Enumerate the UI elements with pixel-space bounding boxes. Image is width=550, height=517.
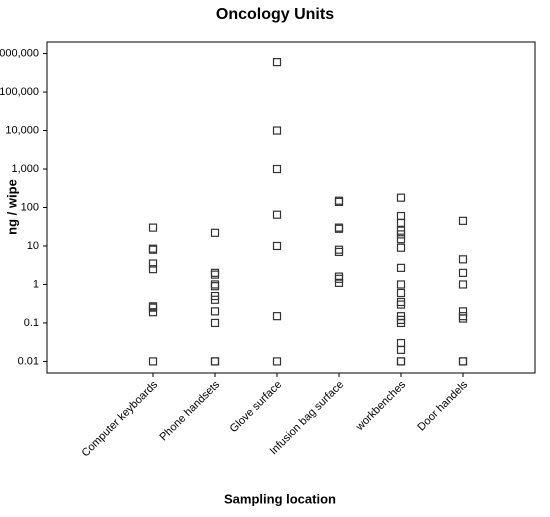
point [396, 300, 406, 309]
point [396, 230, 406, 239]
point [396, 318, 406, 328]
point [210, 268, 220, 277]
point [210, 228, 220, 237]
point [458, 314, 468, 323]
point [396, 263, 406, 272]
point [396, 288, 406, 298]
point [396, 193, 406, 202]
point [458, 268, 468, 277]
point [272, 58, 282, 67]
y-tick-label: 10 [27, 240, 39, 252]
point [210, 280, 220, 289]
point [458, 357, 468, 366]
point [148, 308, 158, 317]
point [210, 295, 220, 304]
y-tick-label: 100 [21, 201, 39, 213]
y-tick-label: 0.01 [18, 355, 39, 367]
y-tick-label: 1,000 [11, 163, 39, 175]
point [334, 278, 344, 287]
point [334, 247, 344, 257]
point [396, 357, 406, 366]
point [396, 280, 406, 289]
point [396, 211, 406, 221]
point [210, 307, 220, 316]
point [396, 357, 406, 366]
point [396, 297, 406, 307]
point [396, 345, 406, 354]
point [148, 223, 158, 232]
point [272, 312, 282, 321]
point [272, 164, 282, 174]
point [396, 338, 406, 348]
point [396, 218, 406, 227]
plot-frame [46, 41, 536, 374]
point [148, 265, 158, 274]
point [272, 126, 282, 135]
y-tick-label: 1 [33, 278, 39, 290]
y-tick-label: 100,000 [0, 86, 39, 98]
x-tick-label: Door handels [415, 378, 470, 433]
point [334, 245, 344, 254]
point [148, 357, 158, 366]
y-axis-label: ng / wipe [4, 179, 19, 235]
point [272, 357, 282, 366]
point [210, 357, 220, 366]
point [334, 197, 344, 206]
point [210, 357, 220, 366]
point [210, 282, 220, 291]
x-tick-label: Computer keyboards [79, 378, 160, 459]
chart-title: Oncology Units [216, 6, 334, 23]
point [396, 243, 406, 252]
y-tick-label: 1,000,000 [0, 47, 39, 59]
point [458, 280, 468, 289]
point [396, 235, 406, 244]
point [458, 307, 468, 316]
x-tick-label: Phone handsets [157, 378, 222, 443]
y-tick-label: 0.1 [24, 317, 39, 329]
x-axis-label: Sampling location [224, 491, 336, 506]
point [458, 357, 468, 366]
point [148, 259, 158, 268]
point [148, 245, 158, 254]
x-tick-label: workbenches [353, 378, 408, 433]
y-tick-label: 10,000 [5, 124, 39, 136]
point [148, 303, 158, 312]
x-tick-label: Glove surface [228, 379, 284, 435]
point [334, 224, 344, 233]
point [458, 312, 468, 321]
point [210, 270, 220, 279]
point [458, 255, 468, 264]
point [272, 210, 282, 219]
point [210, 318, 220, 328]
point [272, 241, 282, 251]
point [458, 216, 468, 225]
